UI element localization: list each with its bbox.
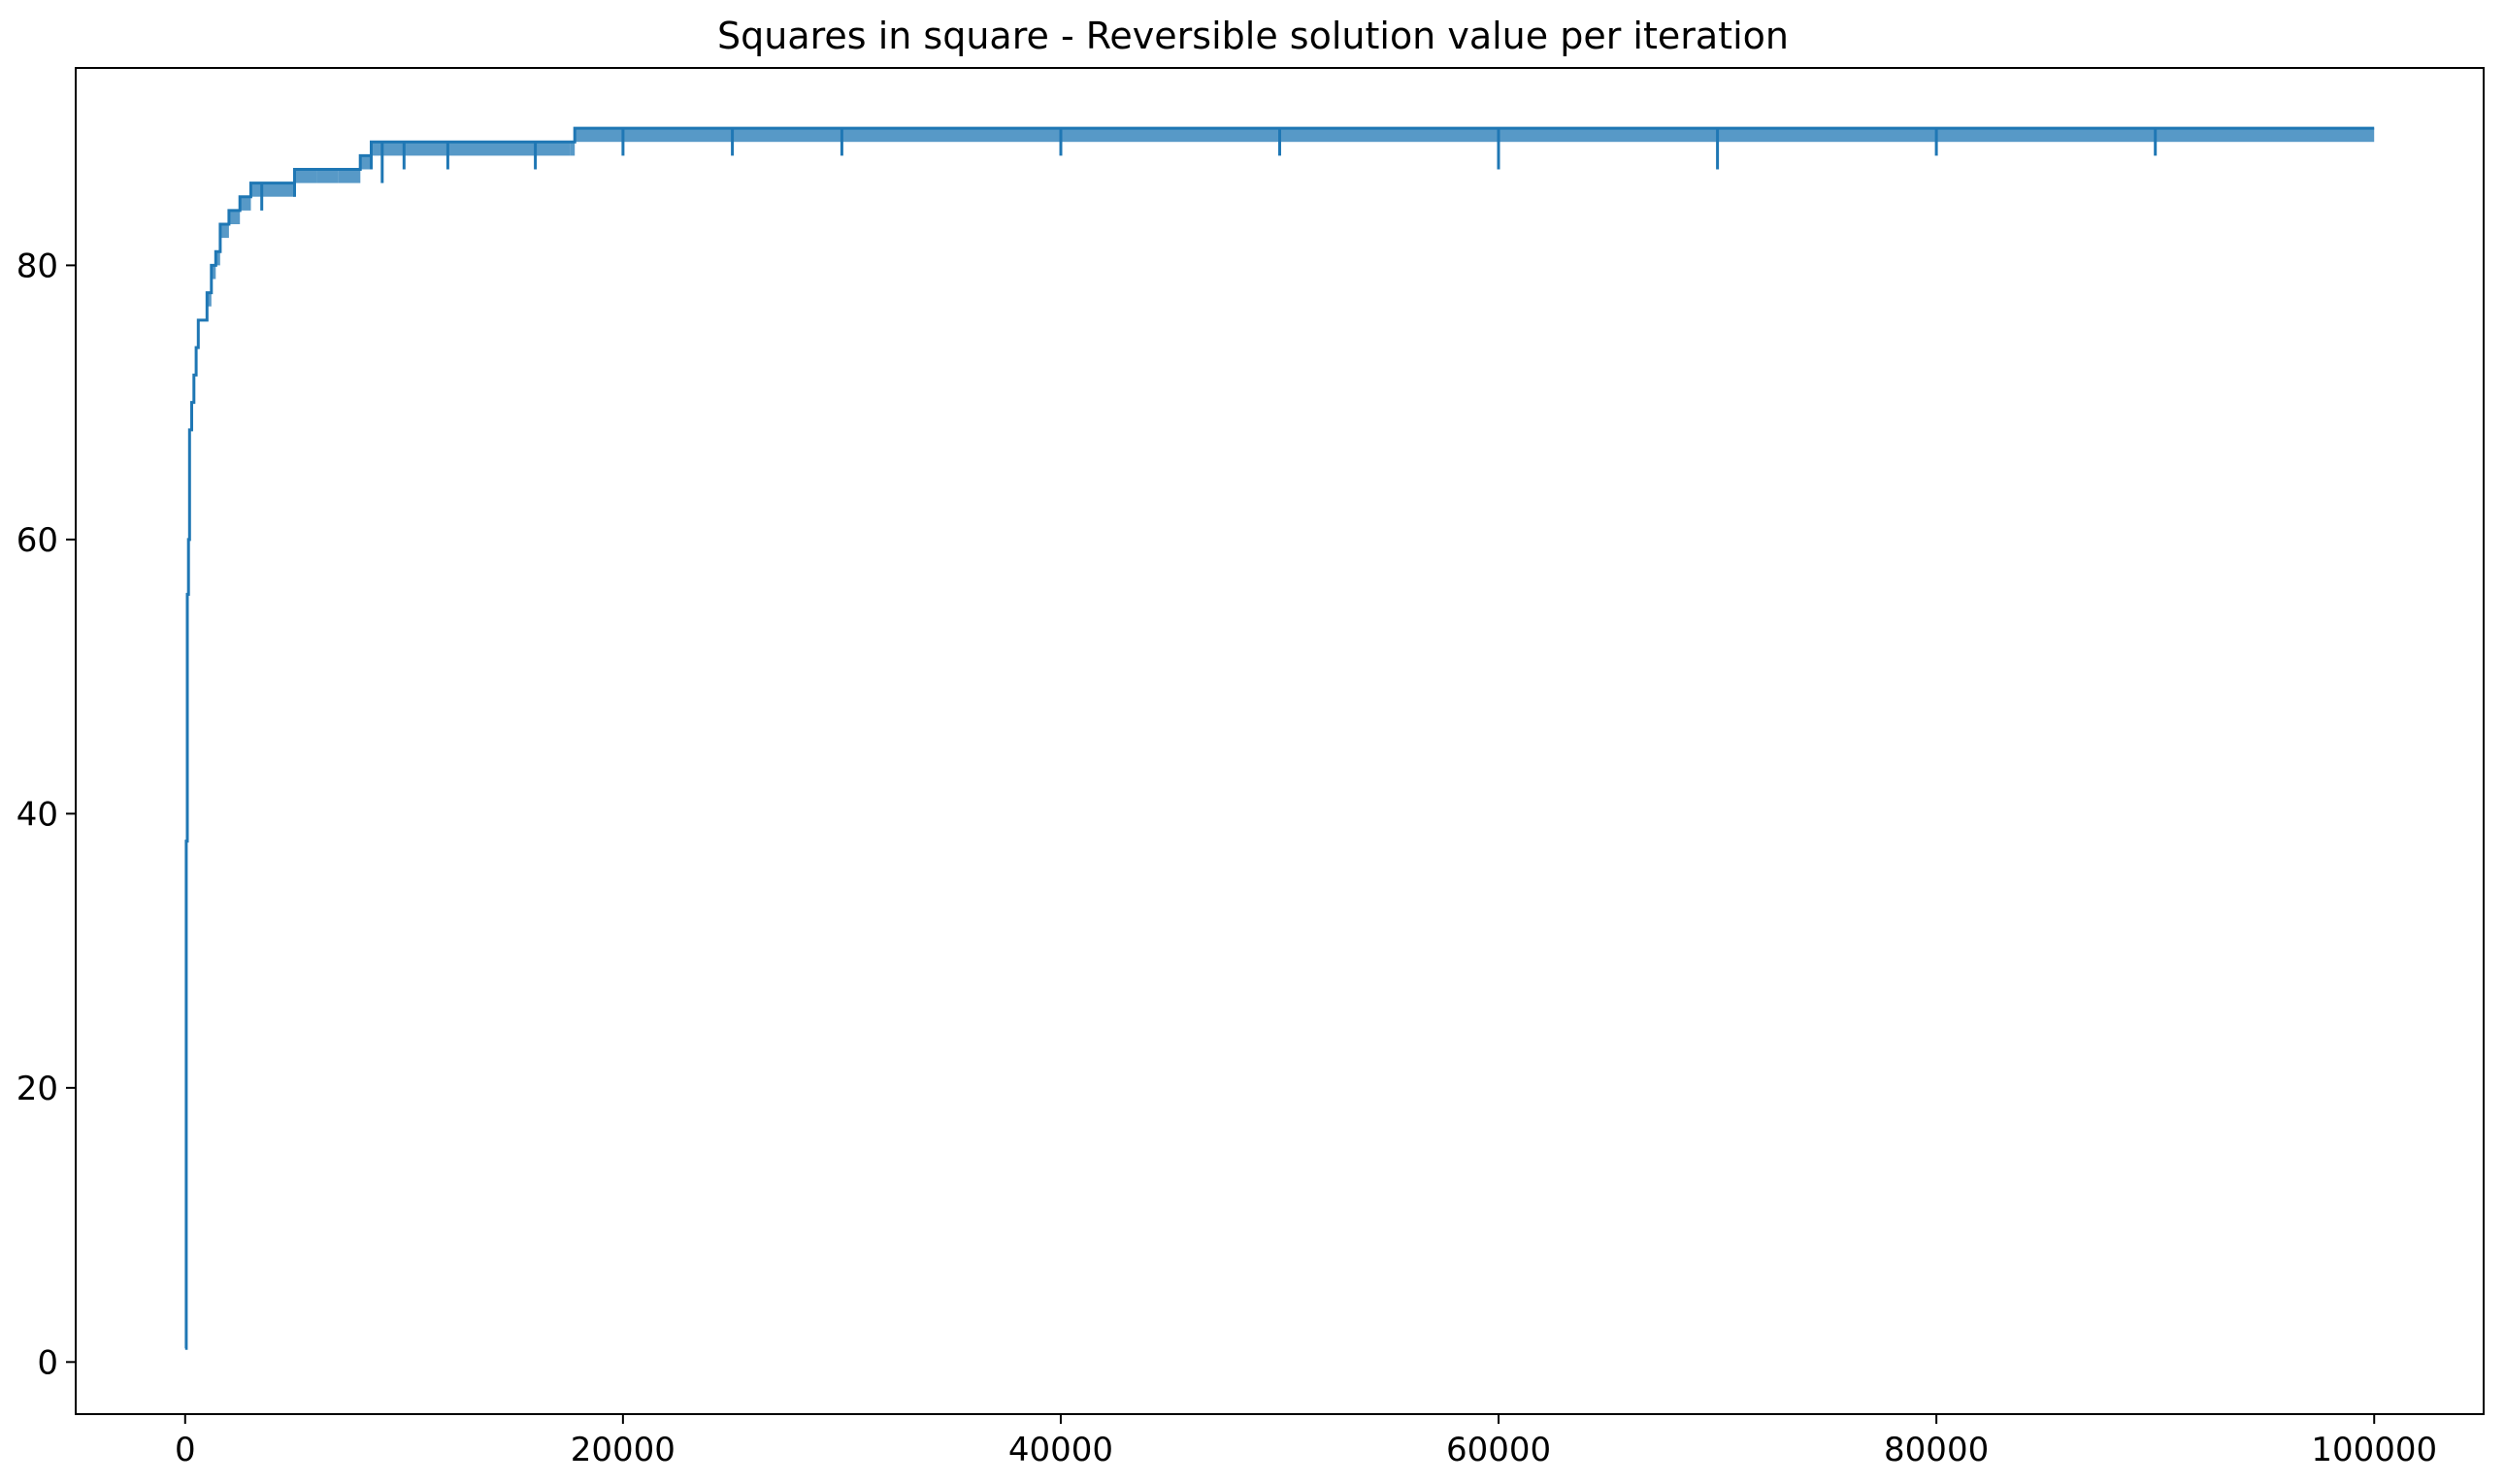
- x-tick-label: 0: [175, 1431, 196, 1469]
- series-fluctuation-band: [261, 182, 273, 197]
- x-tick-label: 60000: [1446, 1431, 1551, 1469]
- series-fluctuation-band: [491, 142, 536, 156]
- series-fluctuation-band: [219, 224, 229, 239]
- series-fluctuation-band: [575, 128, 623, 143]
- series-fluctuation-band: [207, 292, 212, 307]
- plot-frame: [75, 67, 2485, 1415]
- series-fluctuation-band: [228, 210, 241, 224]
- chart-title: Squares in square - Reversible solution …: [717, 15, 1789, 57]
- x-tick-label: 40000: [1008, 1431, 1113, 1469]
- series-fluctuation-band: [215, 251, 220, 266]
- series-fluctuation-band: [371, 142, 382, 156]
- series-fluctuation-band: [381, 142, 405, 156]
- series-fluctuation-band: [273, 182, 295, 197]
- x-tick-label: 20000: [571, 1431, 676, 1469]
- series-line: [184, 126, 2375, 1350]
- series-fluctuation-band: [570, 142, 576, 156]
- series-fluctuation-band: [2155, 128, 2375, 143]
- series-fluctuation-band: [1717, 128, 1937, 143]
- series-fluctuation-band: [447, 142, 492, 156]
- x-tick-label: 100000: [2311, 1431, 2437, 1469]
- y-tick-label: 80: [16, 247, 58, 285]
- series-fluctuation-band: [1279, 128, 1499, 143]
- series-fluctuation-band: [316, 169, 339, 183]
- series-fluctuation-band: [732, 128, 842, 143]
- series-fluctuation-band: [360, 155, 372, 170]
- series-fluctuation-band: [535, 142, 571, 156]
- series-fluctuation-band: [841, 128, 1061, 143]
- y-tick-label: 0: [37, 1343, 58, 1382]
- series-fluctuation-band: [622, 128, 733, 143]
- series-fluctuation-band: [1936, 128, 2156, 143]
- series-fluctuation-band: [338, 169, 361, 183]
- series-fluctuation-band: [240, 196, 251, 211]
- series-layer: [184, 126, 2375, 1350]
- y-tick-label: 60: [16, 521, 58, 560]
- series-fluctuation-band: [294, 169, 317, 183]
- series-fluctuation-band: [211, 265, 216, 280]
- series-fluctuation-band: [250, 182, 262, 197]
- y-axis: 0 20 40 60 80: [16, 247, 76, 1382]
- x-axis: 0 20000 40000 60000 80000 100000: [175, 1414, 2437, 1469]
- y-tick-label: 20: [16, 1070, 58, 1108]
- series-fluctuation-band: [404, 142, 448, 156]
- x-tick-label: 80000: [1884, 1431, 1989, 1469]
- series-fluctuation-band: [1499, 128, 1718, 143]
- series-fluctuation-band: [1061, 128, 1280, 143]
- y-tick-label: 40: [16, 795, 58, 834]
